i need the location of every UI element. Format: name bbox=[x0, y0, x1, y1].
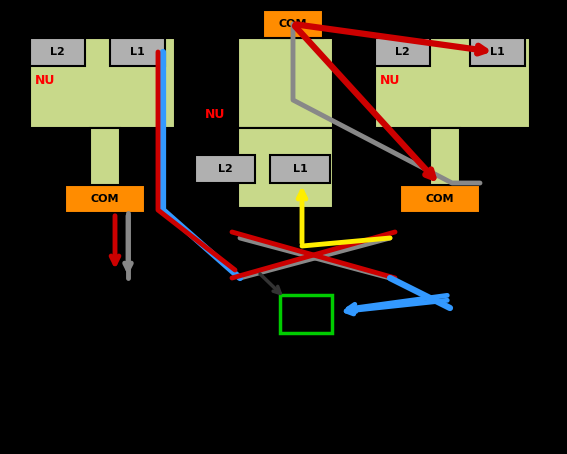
Text: L1: L1 bbox=[490, 47, 505, 57]
Text: L2: L2 bbox=[50, 47, 65, 57]
Text: L2: L2 bbox=[218, 164, 232, 174]
Text: L1: L1 bbox=[293, 164, 307, 174]
Bar bbox=[470, 38, 525, 66]
Bar bbox=[270, 155, 330, 183]
Text: COM: COM bbox=[91, 194, 119, 204]
Bar bbox=[263, 10, 323, 38]
Bar bbox=[238, 38, 333, 128]
Text: L1: L1 bbox=[130, 47, 145, 57]
Text: COM: COM bbox=[279, 19, 307, 29]
Bar bbox=[110, 38, 165, 66]
Text: NU: NU bbox=[205, 109, 225, 122]
Bar bbox=[90, 128, 120, 208]
Bar bbox=[65, 185, 145, 213]
Bar bbox=[430, 128, 460, 208]
Bar bbox=[30, 38, 85, 66]
Bar bbox=[195, 155, 255, 183]
Bar bbox=[30, 38, 175, 128]
Text: NU: NU bbox=[35, 74, 56, 87]
Text: NU: NU bbox=[380, 74, 400, 87]
Bar bbox=[375, 38, 530, 128]
Bar bbox=[280, 295, 332, 333]
Text: L2: L2 bbox=[395, 47, 410, 57]
Text: COM: COM bbox=[426, 194, 454, 204]
Bar bbox=[375, 38, 430, 66]
Bar bbox=[238, 128, 333, 208]
Bar bbox=[400, 185, 480, 213]
